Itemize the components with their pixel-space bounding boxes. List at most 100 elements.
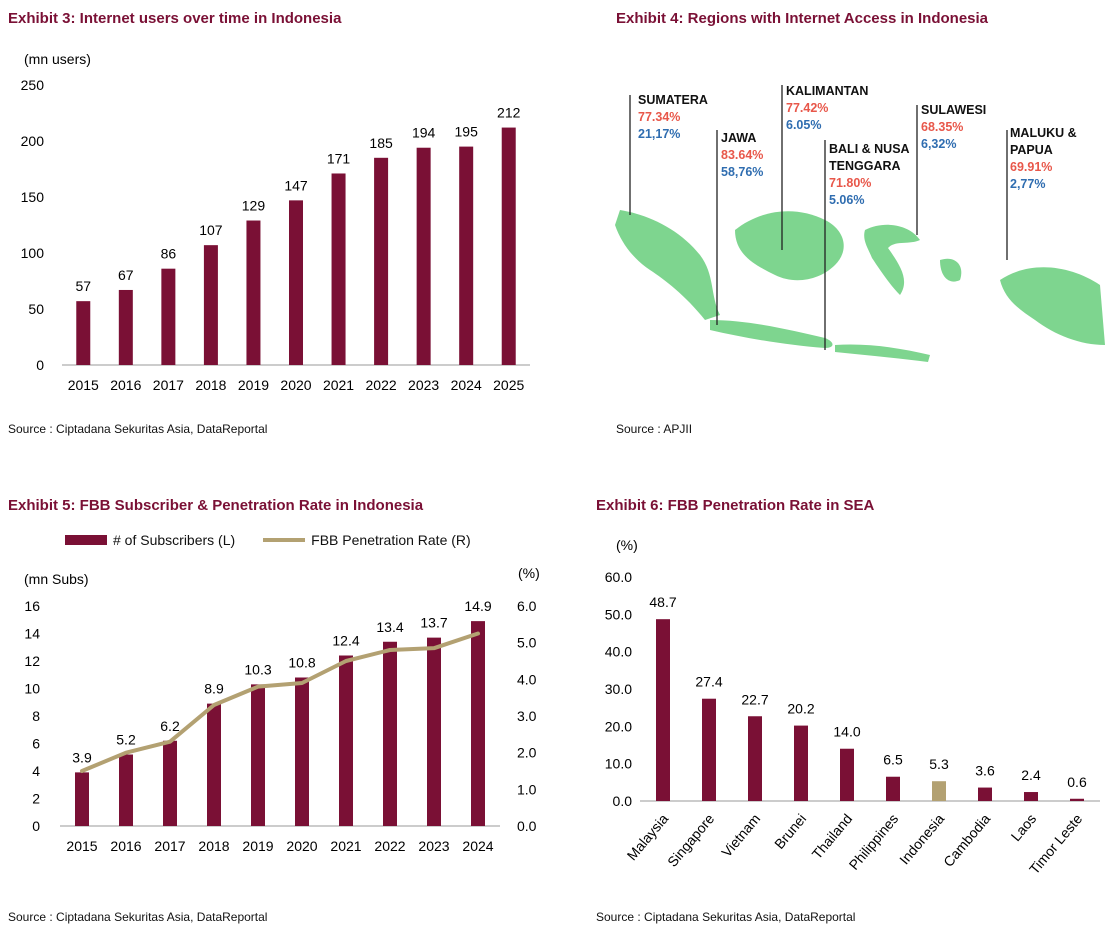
- data-label: 3.9: [72, 749, 92, 765]
- y2-tick-label: 1.0: [517, 781, 537, 797]
- data-label: 67: [118, 267, 134, 283]
- x-tick-label: Malaysia: [624, 810, 672, 863]
- y-tick-label: 14: [24, 626, 40, 642]
- x-tick-label: 2023: [408, 377, 439, 393]
- legend-line-swatch: [263, 538, 306, 542]
- data-label: 185: [369, 135, 393, 151]
- bar: [978, 787, 992, 801]
- y-tick-label: 0.0: [613, 793, 633, 809]
- bar: [427, 637, 441, 826]
- exhibit4-source: Source : APJII: [616, 422, 693, 436]
- bar: [471, 621, 485, 826]
- x-tick-label: 2025: [493, 377, 524, 393]
- data-label: 6.5: [883, 752, 903, 768]
- map-papua: [1000, 267, 1105, 345]
- bar: [295, 677, 309, 826]
- data-label: 10.8: [288, 655, 315, 671]
- bar: [76, 301, 91, 365]
- map-sulawesi: [864, 224, 920, 295]
- data-label: 14.0: [833, 724, 860, 740]
- map-sumatera: [615, 210, 720, 320]
- x-tick-label: Laos: [1008, 811, 1040, 845]
- bar: [459, 146, 474, 365]
- data-label: 194: [412, 125, 436, 141]
- x-tick-label: 2023: [418, 838, 449, 854]
- data-label: 10.3: [244, 661, 271, 677]
- y-tick-label: 10: [24, 681, 40, 697]
- exhibit5-source: Source : Ciptadana Sekuritas Asia, DataR…: [8, 910, 268, 924]
- data-label: 22.7: [741, 691, 768, 707]
- y-tick-label: 30.0: [605, 681, 632, 697]
- data-label: 171: [327, 150, 351, 166]
- data-label: 0.6: [1067, 774, 1087, 790]
- map-bali-nusa: [835, 344, 930, 362]
- x-tick-label: Vietnam: [718, 811, 763, 860]
- map-label-bali-nusa-tenggara: BALI & NUSA TENGGARA 71.80% 5.06%: [829, 142, 910, 207]
- bar: [748, 716, 762, 801]
- map-label-sumatera: SUMATERA 77.34% 21,17%: [638, 93, 708, 141]
- x-tick-label: 2016: [110, 838, 141, 854]
- y-tick-label: 60.0: [605, 569, 632, 585]
- data-label: 13.4: [376, 619, 403, 635]
- exhibit5-legend: # of Subscribers (L) FBB Penetration Rat…: [65, 532, 471, 548]
- data-label: 212: [497, 105, 521, 121]
- bar: [374, 157, 389, 365]
- y-axis-label: (%): [616, 537, 638, 553]
- data-label: 6.2: [160, 718, 180, 734]
- data-label: 48.7: [649, 594, 676, 610]
- data-label: 147: [284, 177, 308, 193]
- bar: [118, 289, 133, 365]
- legend-bar-swatch: [65, 535, 107, 545]
- data-label: 5.2: [116, 732, 136, 748]
- x-tick-label: 2015: [68, 377, 99, 393]
- bar: [840, 748, 854, 801]
- bar: [339, 655, 353, 826]
- data-label: 13.7: [420, 615, 447, 631]
- data-label: 12.4: [332, 633, 359, 649]
- x-tick-label: 2021: [323, 377, 354, 393]
- map-label-sulawesi: SULAWESI 68.35% 6,32%: [921, 103, 987, 151]
- map-label-kalimantan: KALIMANTAN 77.42% 6.05%: [786, 84, 869, 132]
- y2-tick-label: 0.0: [517, 818, 537, 834]
- x-tick-label: 2020: [286, 838, 317, 854]
- map-maluku: [940, 258, 962, 282]
- bar: [1070, 798, 1084, 801]
- y-tick-label: 4: [32, 763, 40, 779]
- y-axis-label: (mn Subs): [24, 571, 89, 587]
- x-tick-label: 2016: [110, 377, 141, 393]
- bar: [416, 147, 431, 365]
- x-tick-label: Brunei: [771, 811, 809, 852]
- x-tick-label: Thailand: [809, 811, 856, 862]
- data-label: 14.9: [464, 598, 491, 614]
- y-tick-label: 250: [21, 77, 45, 93]
- legend-line-label: FBB Penetration Rate (R): [311, 532, 471, 548]
- bar: [163, 740, 177, 826]
- x-tick-label: 2021: [330, 838, 361, 854]
- data-label: 3.6: [975, 763, 995, 779]
- bar: [702, 698, 716, 801]
- exhibit6-source: Source : Ciptadana Sekuritas Asia, DataR…: [596, 910, 856, 924]
- map-jawa: [710, 320, 833, 348]
- bar: [119, 754, 133, 826]
- y2-tick-label: 6.0: [517, 598, 537, 614]
- y-tick-label: 200: [21, 133, 45, 149]
- x-tick-label: 2019: [242, 838, 273, 854]
- bar: [161, 268, 176, 365]
- data-label: 20.2: [787, 701, 814, 717]
- bar: [656, 619, 670, 801]
- y2-tick-label: 5.0: [517, 635, 537, 651]
- x-tick-label: 2022: [366, 377, 397, 393]
- x-tick-label: 2024: [462, 838, 493, 854]
- y2-axis-label: (%): [518, 565, 540, 581]
- x-tick-label: Cambodia: [940, 810, 993, 869]
- y2-tick-label: 3.0: [517, 708, 537, 724]
- x-tick-label: 2018: [198, 838, 229, 854]
- bar: [886, 776, 900, 801]
- y-tick-label: 50: [28, 301, 44, 317]
- y-tick-label: 2: [32, 791, 40, 807]
- exhibit3-chart: (mn users) 0 50 100 150 200 250 57 2015 67 2016 86 2…: [21, 51, 530, 393]
- exhibit6-title: Exhibit 6: FBB Penetration Rate in SEA: [596, 497, 875, 514]
- y-tick-label: 6: [32, 736, 40, 752]
- y-tick-label: 20.0: [605, 718, 632, 734]
- y-tick-label: 12: [24, 653, 40, 669]
